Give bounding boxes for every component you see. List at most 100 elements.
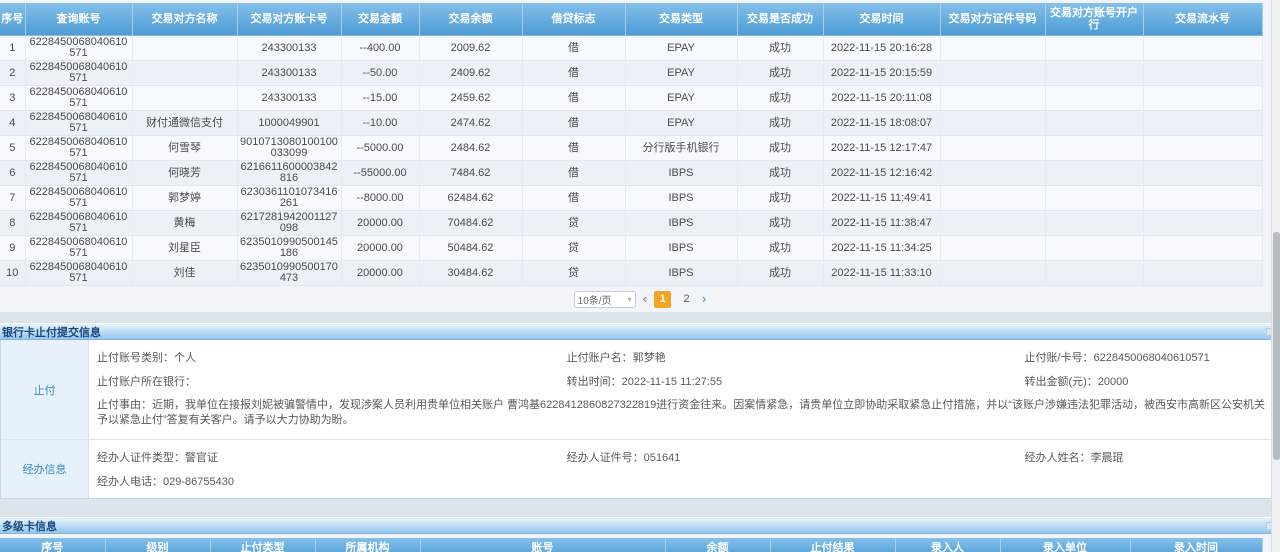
- table-cell: [1143, 135, 1263, 161]
- table-cell: 3: [0, 85, 26, 111]
- table-cell: 借: [522, 135, 626, 161]
- table-cell: 20000.00: [341, 235, 420, 261]
- table-cell: 9010713080100100033099: [237, 135, 342, 161]
- column-header: 交易对方证件号码: [940, 3, 1046, 36]
- table-cell: 6216611600003842816: [237, 160, 342, 186]
- table-cell: 2022-11-15 11:34:25: [823, 235, 941, 261]
- table-cell: 2009.62: [419, 35, 523, 61]
- table-cell: IBPS: [625, 260, 738, 286]
- table-row: 1 6228450068040610571 243300133 --400.00 200…: [0, 35, 1263, 61]
- vertical-scrollbar[interactable]: [1271, 0, 1280, 552]
- table-cell: 6228450068040610571: [25, 35, 133, 61]
- table-cell: 成功: [737, 185, 824, 211]
- table-cell: 6228450068040610571: [25, 110, 133, 136]
- column-header: 交易时间: [823, 3, 941, 36]
- handler-info-row: 经办信息 经办人证件类型：警官证 经办人证件号：051641 经办人姓名：李晨琨 经办…: [1, 440, 1279, 498]
- table-cell: 借: [522, 110, 626, 136]
- table-cell: [940, 85, 1046, 111]
- table-cell: [1143, 235, 1263, 261]
- chevron-down-icon: ▾: [627, 294, 632, 304]
- multi-card-section: 多级卡信息 序号级别止付类型所属机构账号余额止付结果录入人录入单位录入时间1一级…: [0, 517, 1280, 552]
- field-text: 止付账户所在银行：: [97, 376, 196, 388]
- table-row: 8 6228450068040610571 黄梅 621728194200112709…: [0, 210, 1263, 236]
- table-cell: 6228450068040610571: [25, 85, 133, 111]
- table-cell: 2409.62: [419, 60, 523, 86]
- table-cell: 6228450068040610571: [25, 210, 133, 236]
- stop-payment-section: 银行卡止付提交信息 止付 止付账号类别：个人 止付账户名：郭梦艳 止付账/卡号：62…: [0, 323, 1280, 499]
- prev-page-button[interactable]: ‹: [642, 291, 647, 306]
- table-cell: 借: [522, 60, 626, 86]
- table-cell: 243300133: [237, 85, 342, 111]
- table-cell: 243300133: [237, 60, 342, 86]
- table-cell: 7484.62: [419, 160, 523, 186]
- table-cell: [1045, 160, 1144, 186]
- table-cell: [132, 85, 238, 111]
- next-page-button[interactable]: ›: [702, 291, 707, 306]
- table-cell: 成功: [737, 35, 824, 61]
- transactions-table: 序号 查询账号 交易对方名称 交易对方账卡号 交易金额 交易余额 借贷标志 交易类型 交易是否成…: [0, 3, 1263, 286]
- table-cell: [1143, 185, 1263, 211]
- multi-card-section-bar: 多级卡信息: [0, 517, 1280, 534]
- group-label-zhifu: 止付: [1, 340, 89, 439]
- table-cell: [940, 260, 1046, 286]
- table-cell: EPAY: [625, 110, 738, 136]
- field-text: 转出时间：2022-11-15 11:27:55: [566, 376, 723, 388]
- page-size-select[interactable]: 10条/页 ▾: [573, 290, 636, 308]
- table-cell: 6235010990500145186: [237, 235, 342, 261]
- stop-payment-row: 止付 止付账号类别：个人 止付账户名：郭梦艳 止付账/卡号：622845006804…: [1, 340, 1279, 440]
- column-header: 级别: [105, 538, 211, 552]
- page-size-label: 10条/页: [577, 295, 612, 307]
- table-cell: [940, 60, 1046, 86]
- table-cell: [1045, 60, 1144, 86]
- table-cell: 4: [0, 110, 26, 136]
- table-cell: 6228450068040610571: [25, 185, 133, 211]
- table-cell: 贷: [522, 210, 626, 236]
- table-cell: [1143, 160, 1263, 186]
- table-cell: [1045, 135, 1144, 161]
- column-header: 交易类型: [625, 3, 738, 36]
- column-header: 账号: [420, 538, 666, 552]
- table-cell: 何雪琴: [132, 135, 238, 161]
- field-text: 经办人电话：029-86755430: [97, 476, 234, 488]
- table-cell: 1: [0, 35, 26, 61]
- stop-payment-section-bar: 银行卡止付提交信息: [0, 323, 1280, 340]
- table-cell: 成功: [737, 160, 824, 186]
- table-cell: 成功: [737, 210, 824, 236]
- column-header: 录入单位: [1000, 538, 1131, 552]
- field-text: 止付账户名：郭梦艳: [566, 352, 666, 364]
- table-cell: [132, 35, 238, 61]
- table-cell: 6228450068040610571: [25, 260, 133, 286]
- table-cell: [940, 160, 1046, 186]
- column-header: 交易金额: [341, 3, 420, 36]
- table-row: 6 6228450068040610571 何晓芳 62166116000038428…: [0, 160, 1263, 186]
- table-cell: 2022-11-15 11:38:47: [823, 210, 941, 236]
- field-text: 经办人姓名：李晨琨: [1024, 452, 1124, 464]
- table-cell: [1143, 260, 1263, 286]
- column-header: 录入人: [895, 538, 1001, 552]
- table-cell: [1045, 110, 1144, 136]
- table-cell: [1045, 260, 1144, 286]
- group-label-jingban: 经办信息: [1, 440, 89, 498]
- column-header: 交易对方名称: [132, 3, 238, 36]
- field-text: 经办人证件号：051641: [566, 452, 681, 464]
- table-cell: 6228450068040610571: [25, 135, 133, 161]
- table-cell: [940, 35, 1046, 61]
- table-row: 3 6228450068040610571 243300133 --15.00 2459…: [0, 85, 1263, 111]
- page-button-2[interactable]: 2: [683, 292, 690, 305]
- column-header: 止付类型: [210, 538, 316, 552]
- table-cell: [940, 135, 1046, 161]
- table-cell: 2: [0, 60, 26, 86]
- table-cell: 5: [0, 135, 26, 161]
- page-button-1[interactable]: 1: [654, 290, 671, 308]
- table-cell: 1000049901: [237, 110, 342, 136]
- table-cell: IBPS: [625, 235, 738, 261]
- table-cell: IBPS: [625, 185, 738, 211]
- column-header: 借贷标志: [522, 3, 626, 36]
- stop-payment-fields: 止付账号类别：个人 止付账户名：郭梦艳 止付账/卡号：622845006804061…: [89, 340, 1279, 439]
- column-header: 交易是否成功: [737, 3, 824, 36]
- scrollbar-thumb[interactable]: [1273, 232, 1280, 460]
- table-cell: --10.00: [341, 110, 420, 136]
- table-cell: 成功: [737, 135, 824, 161]
- table-cell: 62484.62: [419, 185, 523, 211]
- table-cell: 6: [0, 160, 26, 186]
